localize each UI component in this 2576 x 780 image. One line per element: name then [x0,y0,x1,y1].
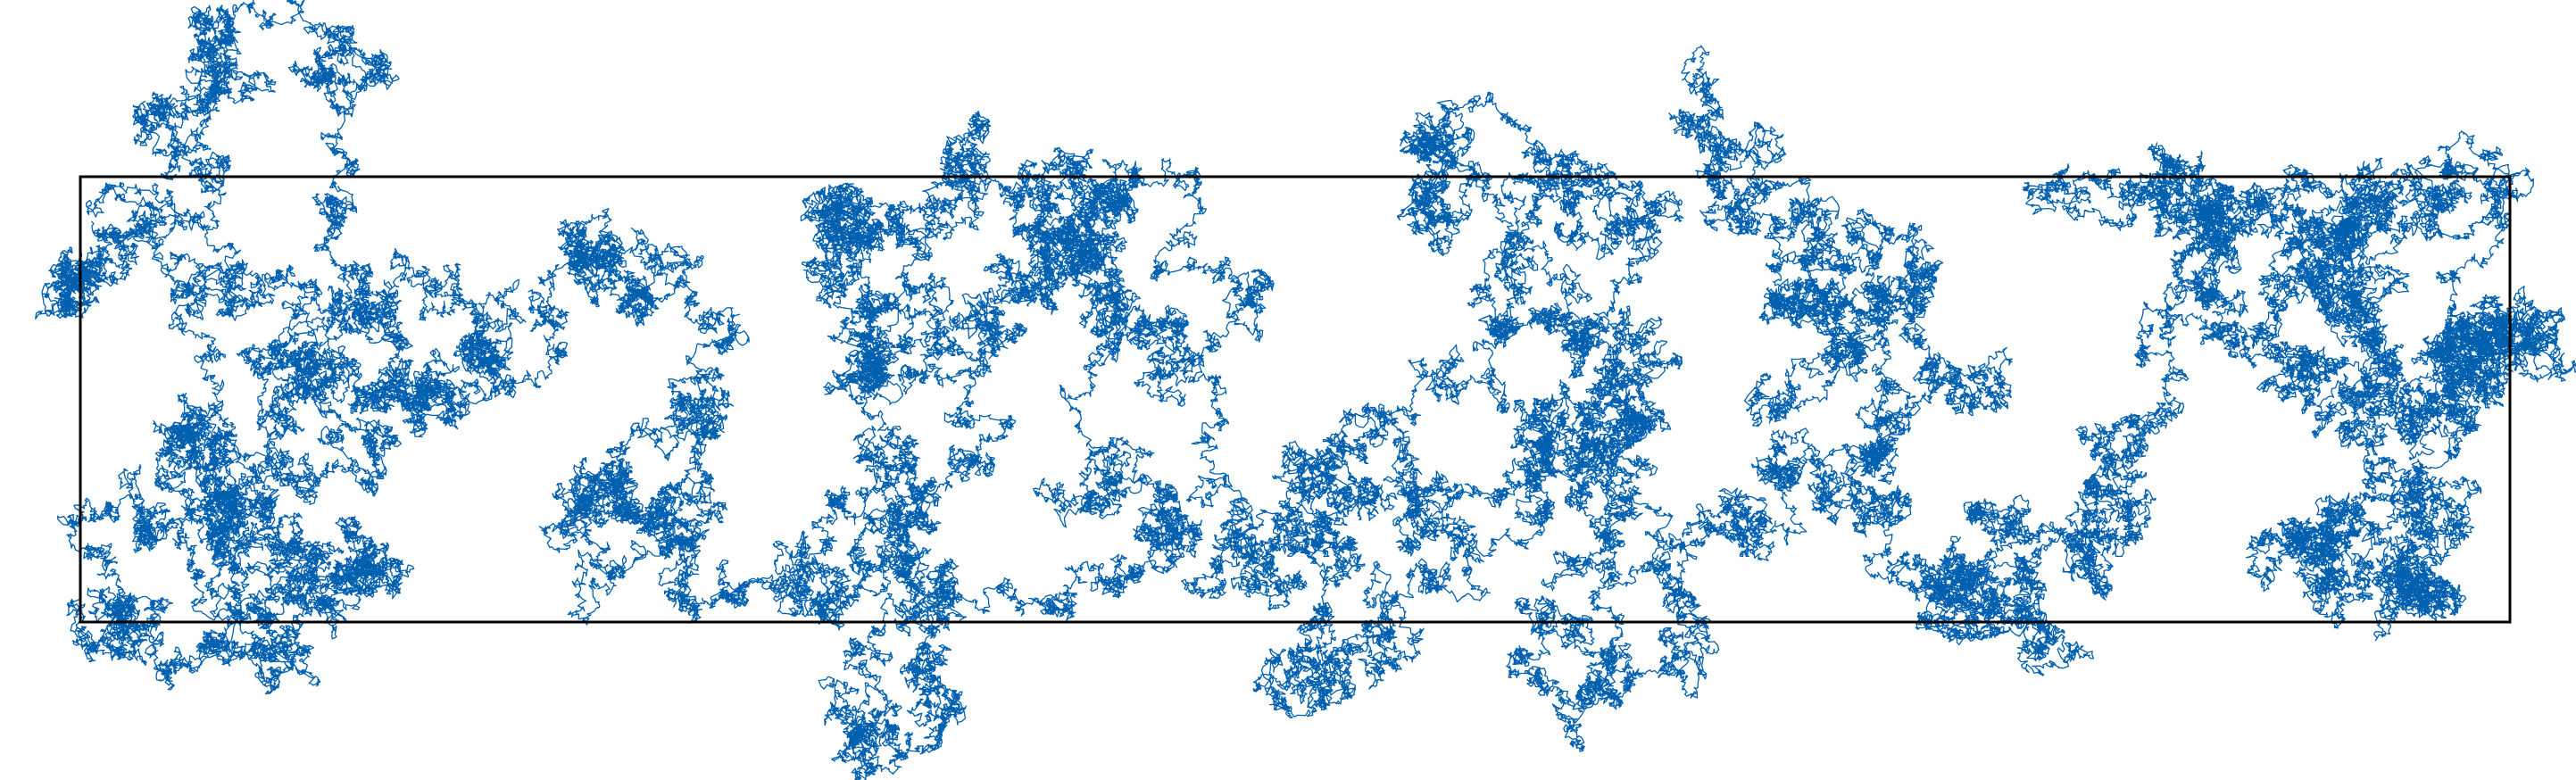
walk-series-layer [35,0,2576,780]
walk-series-line-0 [35,0,2576,780]
boundary-rectangle [79,175,2512,624]
